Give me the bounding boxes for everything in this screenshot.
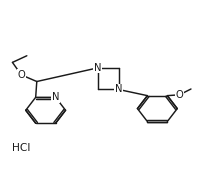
Text: O: O: [176, 90, 183, 100]
Text: N: N: [52, 92, 59, 102]
Text: N: N: [94, 63, 101, 73]
Text: HCl: HCl: [13, 143, 31, 153]
Text: N: N: [115, 84, 122, 94]
Text: O: O: [17, 70, 25, 80]
